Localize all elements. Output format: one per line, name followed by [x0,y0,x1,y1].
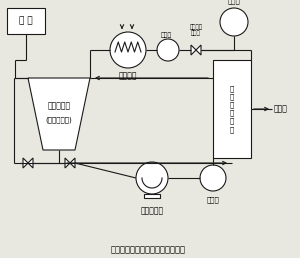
Text: 透過液: 透過液 [274,104,288,114]
Text: (煮汁＋酵素): (煮汁＋酵素) [46,116,72,123]
Polygon shape [70,158,75,168]
Circle shape [157,39,179,61]
Circle shape [110,32,146,68]
Bar [213,60,251,158]
Circle shape [200,165,226,191]
Circle shape [220,8,248,36]
Text: 圧力計: 圧力計 [228,0,240,4]
Bar [144,194,160,198]
Polygon shape [191,45,196,55]
Text: 膜
モ
ジ
ュ
ー
ル: 膜 モ ジ ュ ー ル [230,85,234,133]
Text: 熱交換器: 熱交換器 [119,71,137,80]
Polygon shape [28,158,33,168]
Text: 圧力計: 圧力計 [207,196,219,203]
Text: リアクター: リアクター [47,101,70,110]
Bar [7,8,45,34]
Text: 圧力調圧
バルブ: 圧力調圧 バルブ [190,24,202,36]
Text: 煮 汁: 煮 汁 [19,17,33,26]
Polygon shape [65,158,70,168]
Polygon shape [196,45,201,55]
Text: 高圧ポンプ: 高圧ポンプ [140,206,164,215]
Polygon shape [23,158,28,168]
Text: 温度計: 温度計 [160,32,172,38]
Polygon shape [28,78,90,150]
Circle shape [136,162,168,194]
Text: メンブレンリアクター装置模式図: メンブレンリアクター装置模式図 [110,246,185,254]
